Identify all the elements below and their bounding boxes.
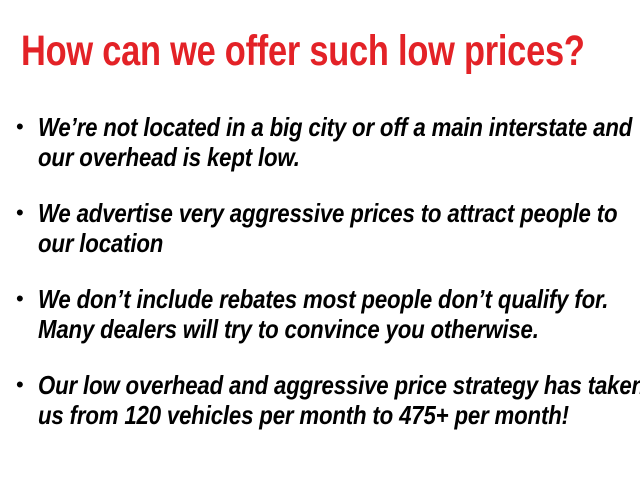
bullet-list: • We’re not located in a big city or off… — [0, 112, 640, 456]
list-item-line: Many dealers will try to convince you ot… — [38, 314, 539, 344]
list-item-line: We’re not located in a big city or off a… — [38, 112, 633, 142]
list-item-line: We advertise very aggressive prices to a… — [38, 198, 618, 228]
list-item-line: Our low overhead and aggressive price st… — [38, 370, 640, 400]
list-item-line: We don’t include rebates most people don… — [38, 284, 609, 314]
page-title: How can we offer such low prices? — [21, 27, 585, 75]
bullet-point-icon: • — [16, 114, 24, 139]
bullet-point-icon: • — [16, 200, 24, 225]
bullet-point-icon: • — [16, 372, 24, 397]
list-item: • We’re not located in a big city or off… — [0, 112, 640, 172]
list-item-line: us from 120 vehicles per month to 475+ p… — [38, 400, 569, 430]
list-item: • We advertise very aggressive prices to… — [0, 198, 640, 258]
bullet-point-icon: • — [16, 286, 24, 311]
list-item-text: Our low overhead and aggressive price st… — [38, 370, 640, 430]
list-item-line: our overhead is kept low. — [38, 142, 300, 172]
list-item-text: We advertise very aggressive prices to a… — [38, 198, 618, 258]
list-item: • We don’t include rebates most people d… — [0, 284, 640, 344]
list-item-text: We’re not located in a big city or off a… — [38, 112, 632, 172]
list-item-line: our location — [38, 228, 164, 258]
list-item-text: We don’t include rebates most people don… — [38, 284, 608, 344]
list-item: • Our low overhead and aggressive price … — [0, 370, 640, 430]
